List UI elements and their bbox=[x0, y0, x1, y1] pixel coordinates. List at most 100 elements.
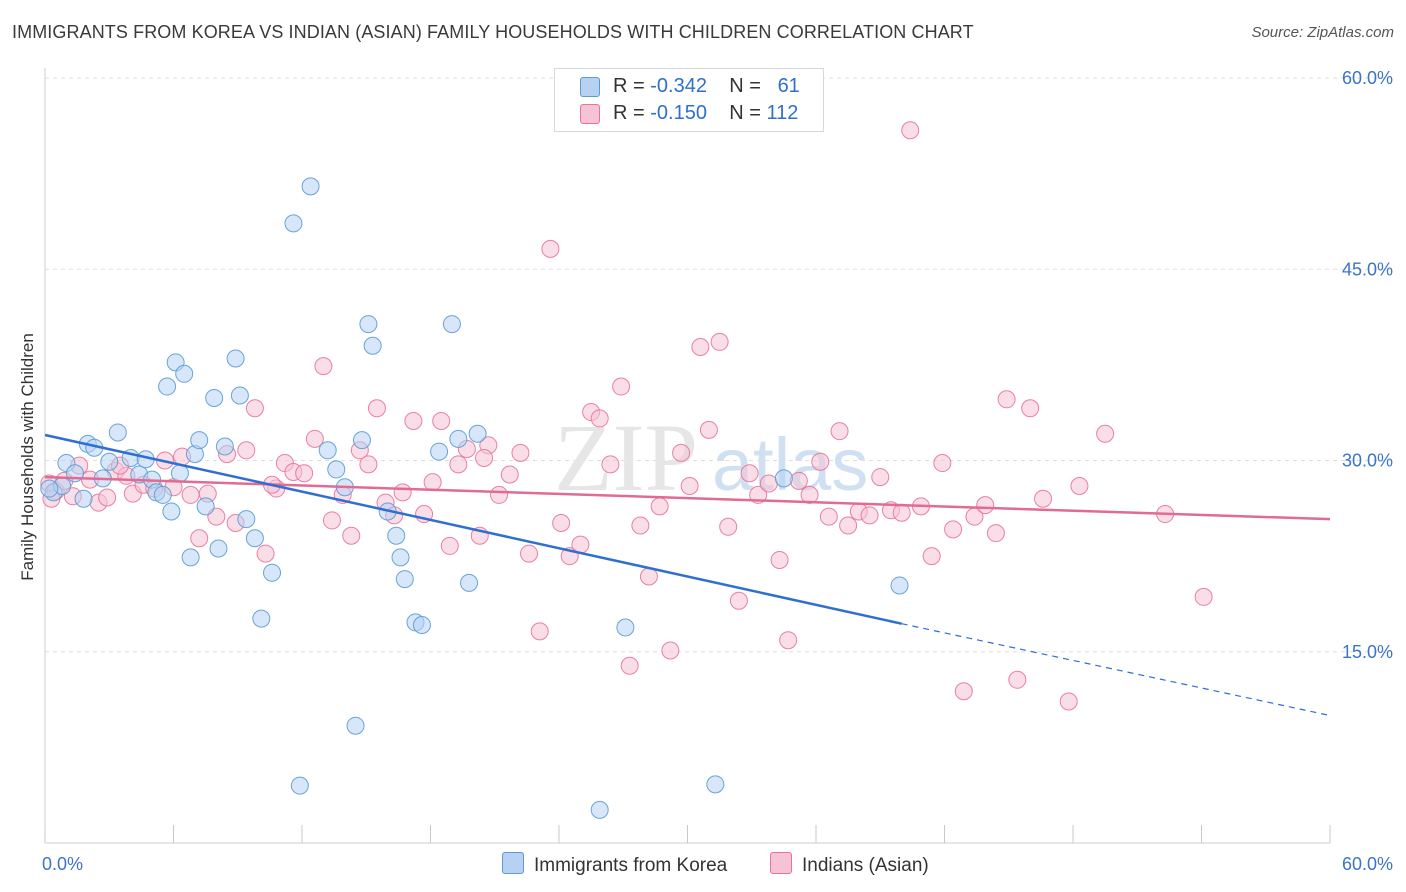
korea-r-label: R = bbox=[613, 75, 645, 97]
korea-point bbox=[181, 548, 200, 567]
korea-point bbox=[442, 315, 461, 334]
korea-point bbox=[245, 529, 264, 548]
korea-point bbox=[205, 389, 224, 408]
indian-point bbox=[954, 682, 973, 701]
gridlines bbox=[45, 77, 1392, 653]
indian-point bbox=[871, 468, 890, 487]
indian-point bbox=[520, 544, 539, 563]
indian-point bbox=[98, 488, 117, 507]
korea-point bbox=[175, 364, 194, 383]
korea-point bbox=[100, 452, 119, 471]
indian-point bbox=[475, 448, 494, 467]
indian-point bbox=[295, 464, 314, 483]
y-tick-label: 60.0% bbox=[1342, 68, 1393, 88]
indian-point bbox=[1070, 477, 1089, 495]
indian-point bbox=[530, 622, 549, 641]
indian-point bbox=[779, 631, 798, 650]
indian-point bbox=[922, 547, 941, 566]
indian-point bbox=[423, 473, 442, 492]
indian-point bbox=[1034, 489, 1053, 508]
axes bbox=[44, 68, 1331, 844]
indian-point bbox=[892, 503, 911, 522]
indian-point bbox=[819, 507, 838, 526]
indian-point bbox=[1008, 670, 1027, 689]
korea-point bbox=[74, 489, 93, 508]
indian-legend-label: Indians (Asian) bbox=[802, 855, 929, 876]
korea-point bbox=[108, 423, 127, 442]
korea-point bbox=[430, 442, 449, 461]
indian-point bbox=[359, 455, 378, 474]
indian-point bbox=[976, 496, 995, 515]
korea-point bbox=[590, 800, 609, 819]
indian-point bbox=[440, 536, 459, 555]
indian-point bbox=[590, 409, 609, 428]
korea-legend-label: Immigrants from Korea bbox=[534, 855, 728, 876]
indian-point bbox=[449, 455, 468, 474]
indian-point bbox=[661, 641, 680, 660]
y-tick-label: 15.0% bbox=[1342, 642, 1393, 662]
series-korea-points bbox=[40, 177, 909, 819]
indian-point bbox=[342, 526, 361, 545]
indian-point bbox=[190, 529, 209, 548]
korea-point bbox=[468, 424, 487, 443]
korea-point bbox=[215, 437, 234, 456]
indian-n-value: 112 bbox=[766, 102, 799, 124]
indian-point bbox=[860, 506, 879, 525]
indian-point bbox=[1059, 692, 1078, 711]
indian-swatch bbox=[580, 104, 600, 124]
korea-trend-extension bbox=[901, 623, 1331, 717]
indian-point bbox=[237, 441, 256, 460]
korea-trend-line bbox=[44, 433, 902, 625]
x-tick-label: 0.0% bbox=[42, 854, 83, 874]
indian-point bbox=[490, 485, 509, 504]
indian-point bbox=[650, 497, 669, 516]
indian-point bbox=[789, 471, 808, 490]
korea-point bbox=[284, 214, 303, 233]
indian-point bbox=[1021, 399, 1040, 418]
indian-trend-line bbox=[44, 475, 1331, 521]
indian-point bbox=[256, 544, 275, 563]
x-tick-label: 60.0% bbox=[1342, 854, 1393, 874]
indian-point bbox=[181, 485, 200, 504]
indian-point bbox=[759, 474, 778, 493]
indian-point bbox=[500, 465, 519, 484]
correlation-legend: R = -0.342 N = 61 R = -0.150 N = 112 bbox=[554, 68, 824, 132]
indian-point bbox=[944, 520, 963, 539]
korea-point bbox=[412, 615, 431, 634]
korea-point bbox=[190, 431, 209, 450]
korea-point bbox=[162, 502, 181, 521]
indian-point bbox=[393, 483, 412, 502]
indian-point bbox=[631, 516, 650, 535]
korea-point bbox=[40, 479, 59, 498]
indian-point bbox=[691, 338, 710, 357]
indian-point bbox=[541, 239, 560, 258]
korea-point bbox=[616, 618, 635, 637]
korea-point bbox=[237, 510, 256, 529]
korea-n-label: N = bbox=[729, 75, 761, 97]
indian-point bbox=[1194, 587, 1213, 606]
korea-point bbox=[301, 177, 320, 196]
chart-title: IMMIGRANTS FROM KOREA VS INDIAN (ASIAN) … bbox=[12, 22, 974, 42]
korea-point bbox=[318, 441, 337, 460]
korea-point bbox=[352, 431, 371, 450]
indian-point bbox=[800, 485, 819, 504]
korea-point bbox=[387, 526, 406, 545]
indian-point bbox=[719, 517, 738, 536]
korea-point bbox=[391, 548, 410, 567]
indian-point bbox=[552, 513, 571, 532]
korea-point bbox=[290, 776, 309, 795]
indian-point bbox=[432, 411, 451, 430]
korea-point bbox=[449, 429, 468, 448]
korea-legend-swatch bbox=[502, 852, 524, 874]
korea-n-value: 61 bbox=[777, 75, 800, 97]
korea-point bbox=[226, 349, 245, 368]
indian-point bbox=[933, 454, 952, 473]
indian-point bbox=[601, 455, 620, 474]
indian-legend-swatch bbox=[770, 852, 792, 874]
korea-point bbox=[363, 336, 382, 355]
indian-point bbox=[245, 399, 264, 418]
indian-point bbox=[680, 477, 699, 495]
korea-point bbox=[263, 563, 282, 582]
indian-n-label: N = bbox=[729, 102, 761, 124]
